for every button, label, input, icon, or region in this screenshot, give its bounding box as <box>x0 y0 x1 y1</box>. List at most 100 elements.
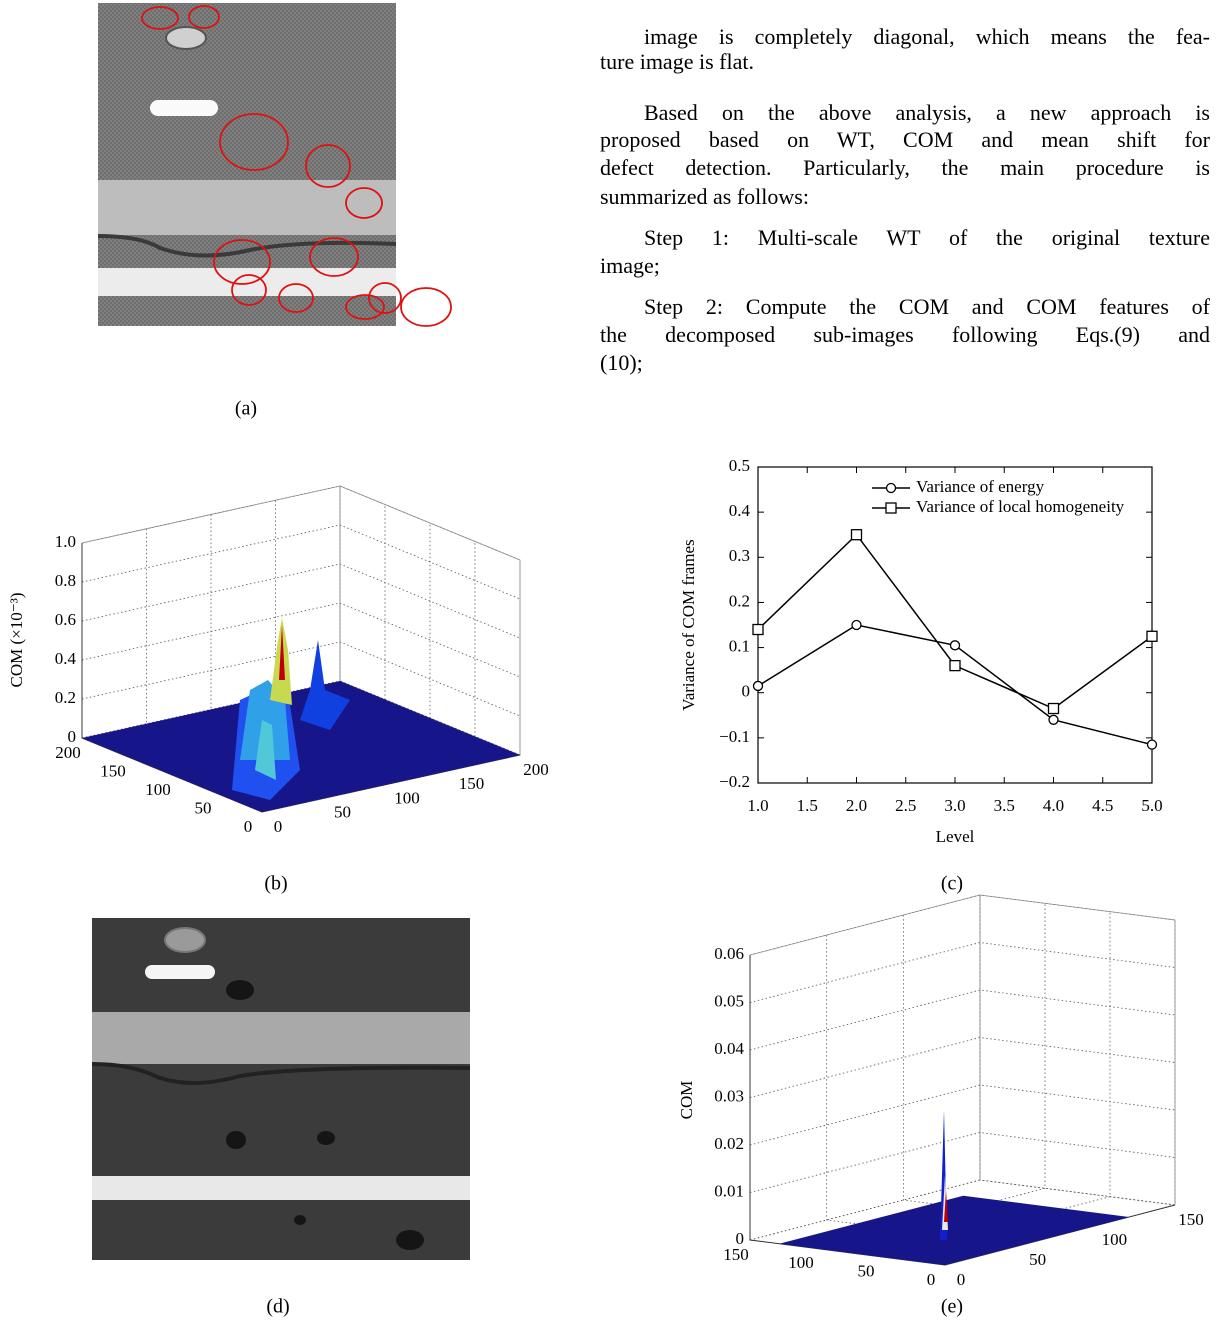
x-tick-label: 1.5 <box>797 796 818 815</box>
grid-line <box>749 1037 1176 1098</box>
grid-line <box>814 903 1046 1249</box>
x-tick-label: 2.5 <box>895 796 916 815</box>
legend-marker <box>885 482 897 494</box>
x-axis-label: Level <box>936 827 975 846</box>
text-line: the decomposed sub-images following Eqs.… <box>600 322 1210 347</box>
v-tick-label: 200 <box>523 760 549 779</box>
grid-line <box>81 563 521 639</box>
series-line <box>757 533 1153 710</box>
grid-line <box>81 524 521 600</box>
y-axis-label: Variance of COM frames <box>679 539 698 710</box>
panel-label: (a) <box>235 398 257 420</box>
panel-label: (b) <box>264 873 287 895</box>
v-tick-label: 100 <box>1102 1230 1128 1249</box>
surface-peak <box>300 640 350 730</box>
marker <box>1047 702 1060 715</box>
v-tick-label: 100 <box>394 788 420 807</box>
text-line: ture image is flat. <box>600 49 754 74</box>
legend-label: Variance of local homogeneity <box>916 497 1125 516</box>
grid-line <box>749 1132 1176 1193</box>
y-tick-label: −0.1 <box>719 727 750 746</box>
box-edge <box>81 485 521 755</box>
v-tick-label: 50 <box>334 803 351 822</box>
x-tick-label: 3.5 <box>994 796 1015 815</box>
x-tick-label: 4.5 <box>1092 796 1113 815</box>
u-tick-label: 50 <box>195 798 212 817</box>
box-edge <box>749 894 1176 1205</box>
z-axis-label: COM <box>677 1081 696 1120</box>
z-tick-label: 0.04 <box>714 1039 744 1058</box>
grid-line <box>826 935 1022 1246</box>
y-tick-label: 0.3 <box>729 546 750 565</box>
surface-floor <box>82 681 520 812</box>
x-tick-label: 3.0 <box>944 796 965 815</box>
marker <box>949 659 961 672</box>
text-line: summarized as follows: <box>600 184 809 209</box>
text-line: Based on the above analysis, a new appro… <box>644 100 1210 125</box>
grid-line <box>749 894 1176 956</box>
grid-line <box>81 485 521 561</box>
v-tick-label: 0 <box>274 817 283 836</box>
grid-line <box>902 915 1099 1226</box>
photo-d <box>91 918 471 1260</box>
u-tick-label: 0 <box>244 817 253 836</box>
text-line: image is completely diagonal, which mean… <box>644 24 1210 49</box>
u-tick-label: 150 <box>100 761 126 780</box>
z-tick-label: 0.6 <box>55 610 76 629</box>
v-tick-label: 0 <box>957 1270 966 1289</box>
text-line: Step 2: Compute the COM and COM features… <box>644 294 1210 319</box>
u-tick-label: 100 <box>145 780 171 799</box>
z-tick-label: 0.02 <box>714 1134 744 1153</box>
y-tick-label: 0.4 <box>729 501 751 520</box>
panel-label: (e) <box>941 1296 963 1318</box>
v-tick-label: 150 <box>459 774 485 793</box>
z-tick-label: 0.4 <box>55 649 77 668</box>
u-tick-label: 150 <box>723 1245 749 1264</box>
z-tick-label: 0.03 <box>714 1086 744 1105</box>
u-tick-label: 0 <box>927 1270 936 1289</box>
photo-a <box>97 3 452 327</box>
legend-label: Variance of energy <box>916 477 1045 496</box>
marker <box>752 680 764 692</box>
v-tick-label: 150 <box>1178 1210 1204 1229</box>
text-line: defect detection. Particularly, the main… <box>600 155 1210 180</box>
marker <box>1146 739 1158 750</box>
z-tick-label: 0.2 <box>55 688 76 707</box>
grid-line <box>749 989 1176 1051</box>
marker <box>949 640 961 651</box>
z-tick-label: 0.8 <box>55 571 76 590</box>
x-tick-label: 2.0 <box>846 796 867 815</box>
text-line: image; <box>600 253 660 278</box>
surface-floor <box>779 1195 1129 1265</box>
text-line: proposed based on WT, COM and mean shift… <box>600 127 1210 152</box>
grid-line <box>749 942 1176 1003</box>
u-tick-label: 200 <box>55 743 81 762</box>
z-tick-label: 0.06 <box>714 944 744 963</box>
marker <box>851 619 862 631</box>
x-tick-label: 1.0 <box>747 796 768 815</box>
grid-line <box>749 1179 1176 1241</box>
y-tick-label: 0 <box>742 682 751 701</box>
panel-label: (c) <box>941 873 963 895</box>
z-tick-label: 0 <box>68 727 77 746</box>
grid-line <box>979 895 1176 1206</box>
u-tick-label: 50 <box>858 1262 875 1281</box>
surface-peak <box>255 720 276 780</box>
x-tick-label: 4.0 <box>1043 796 1064 815</box>
marker <box>752 623 764 636</box>
text-line: (10); <box>600 350 643 375</box>
marker <box>1048 714 1059 725</box>
grid-line <box>81 602 521 678</box>
text-line: Step 1: Multi-scale WT of the original t… <box>644 225 1210 250</box>
marker <box>850 529 863 541</box>
y-tick-label: 0.1 <box>729 636 750 655</box>
surface-peak <box>279 625 285 680</box>
v-tick-label: 50 <box>1029 1250 1046 1269</box>
surface-peak <box>944 1190 948 1222</box>
marker <box>1146 630 1158 642</box>
z-tick-label: 1.0 <box>55 532 76 551</box>
legend-marker <box>885 502 897 514</box>
z-tick-label: 0.01 <box>714 1181 744 1200</box>
